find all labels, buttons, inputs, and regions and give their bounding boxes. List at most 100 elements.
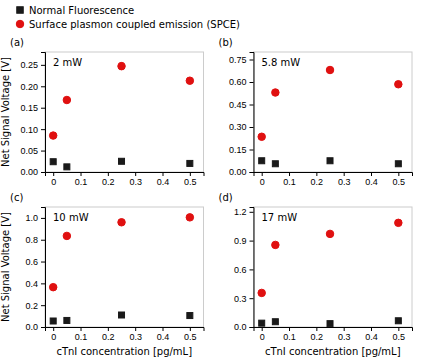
point — [63, 232, 71, 240]
point-group — [50, 159, 56, 165]
axis-line — [250, 53, 255, 173]
x-axis-title: cTnI concentration [pg/mL] — [265, 346, 401, 357]
tick-mark — [398, 172, 399, 176]
point — [186, 214, 194, 222]
plot-frame — [45, 52, 204, 172]
tick-mark — [398, 327, 399, 331]
point — [272, 319, 278, 325]
point-group — [395, 318, 401, 324]
panel-title: 2 mW — [53, 57, 82, 68]
tick-label: 0.8 — [25, 235, 38, 245]
panel: 00.10.20.30.40.50.000.150.300.450.600.75… — [219, 37, 413, 187]
tick-label: 0.30 — [229, 122, 247, 132]
tick-mark — [371, 172, 372, 176]
y-axis: 0.000.150.300.450.600.75 — [229, 53, 254, 178]
tick: 0.5 — [393, 172, 406, 187]
tick-mark — [316, 327, 317, 331]
point — [272, 161, 278, 167]
tick-label: 0.2 — [102, 177, 115, 187]
legend-swatch — [16, 20, 24, 28]
tick: 0.10 — [20, 125, 45, 135]
point — [395, 161, 401, 167]
tick-mark — [250, 298, 254, 299]
axis-line — [46, 328, 205, 332]
point-group — [63, 232, 71, 240]
point — [259, 158, 265, 164]
axis-line — [250, 208, 255, 328]
tick-mark — [190, 172, 191, 176]
tick: 0.1 — [75, 327, 88, 342]
legend: Normal FluorescenceSurface plasmon coupl… — [16, 5, 240, 30]
panel: 00.10.20.30.40.50.00.30.60.91.217 mW(d)c… — [219, 192, 413, 357]
panel: 00.10.20.30.40.50.000.050.100.150.200.25… — [0, 37, 204, 187]
point-group — [395, 219, 403, 227]
tick: 0.3 — [338, 172, 351, 187]
plot-frame — [254, 52, 413, 172]
tick-label: 0.4 — [365, 332, 378, 342]
point-group — [64, 164, 70, 170]
plot-area — [258, 219, 402, 327]
tick-label: 0.0 — [234, 322, 247, 332]
point-group — [186, 214, 194, 222]
tick: 0.2 — [25, 301, 45, 311]
panel-label: (a) — [10, 37, 24, 48]
point — [118, 62, 126, 69]
axis-line — [41, 53, 46, 173]
point-group — [258, 289, 266, 297]
plot-area — [258, 66, 402, 167]
tick: 0.1 — [283, 327, 296, 342]
series — [259, 318, 402, 327]
point — [327, 158, 333, 164]
point-group — [119, 158, 125, 164]
point-group — [272, 319, 278, 325]
tick-label: 0.75 — [229, 55, 247, 65]
tick: 0.3 — [234, 294, 254, 304]
tick-mark — [41, 86, 45, 87]
tick-label: 0.3 — [129, 332, 142, 342]
tick-mark — [250, 172, 254, 173]
tick-label: 0.10 — [20, 125, 38, 135]
x-axis: 00.10.20.30.40.5 — [46, 172, 205, 187]
tick-mark — [262, 172, 263, 176]
point-group — [258, 133, 266, 141]
tick-mark — [81, 172, 82, 176]
point-group — [259, 320, 265, 326]
tick-mark — [53, 172, 54, 176]
plot-frame — [45, 207, 204, 327]
tick: 0.15 — [20, 103, 45, 113]
axis-line — [254, 328, 413, 332]
tick-label: 1.2 — [234, 207, 247, 217]
point — [186, 77, 194, 85]
tick: 1.2 — [234, 207, 254, 217]
point-group — [395, 81, 403, 89]
tick: 0.4 — [157, 172, 170, 187]
point — [187, 313, 193, 319]
tick: 0 — [260, 172, 265, 187]
tick-label: 0.00 — [229, 167, 247, 177]
point — [50, 318, 56, 324]
tick-label: 0.20 — [20, 82, 38, 92]
x-axis: 00.10.20.30.40.5 — [254, 327, 413, 342]
tick: 0.2 — [102, 172, 115, 187]
tick-mark — [41, 218, 45, 219]
point — [118, 219, 126, 227]
tick-label: 0.00 — [20, 167, 38, 177]
panel-label: (c) — [10, 192, 23, 203]
series — [259, 158, 402, 167]
point-group — [118, 219, 126, 227]
x-axis: 00.10.20.30.40.5 — [46, 327, 205, 342]
tick-mark — [250, 241, 254, 242]
tick-label: 0.4 — [157, 332, 170, 342]
tick-mark — [250, 127, 254, 128]
tick-mark — [344, 172, 345, 176]
tick-mark — [289, 172, 290, 176]
legend-item: Normal Fluorescence — [17, 5, 135, 16]
point — [49, 132, 57, 140]
tick-mark — [41, 305, 45, 306]
tick: 0.3 — [338, 327, 351, 342]
point — [64, 317, 70, 323]
tick-label: 0.4 — [365, 177, 378, 187]
tick: 0.30 — [229, 122, 254, 132]
x-axis: 00.10.20.30.40.5 — [254, 172, 413, 187]
y-axis-title: Net Signal Voltage [V] — [0, 212, 11, 322]
